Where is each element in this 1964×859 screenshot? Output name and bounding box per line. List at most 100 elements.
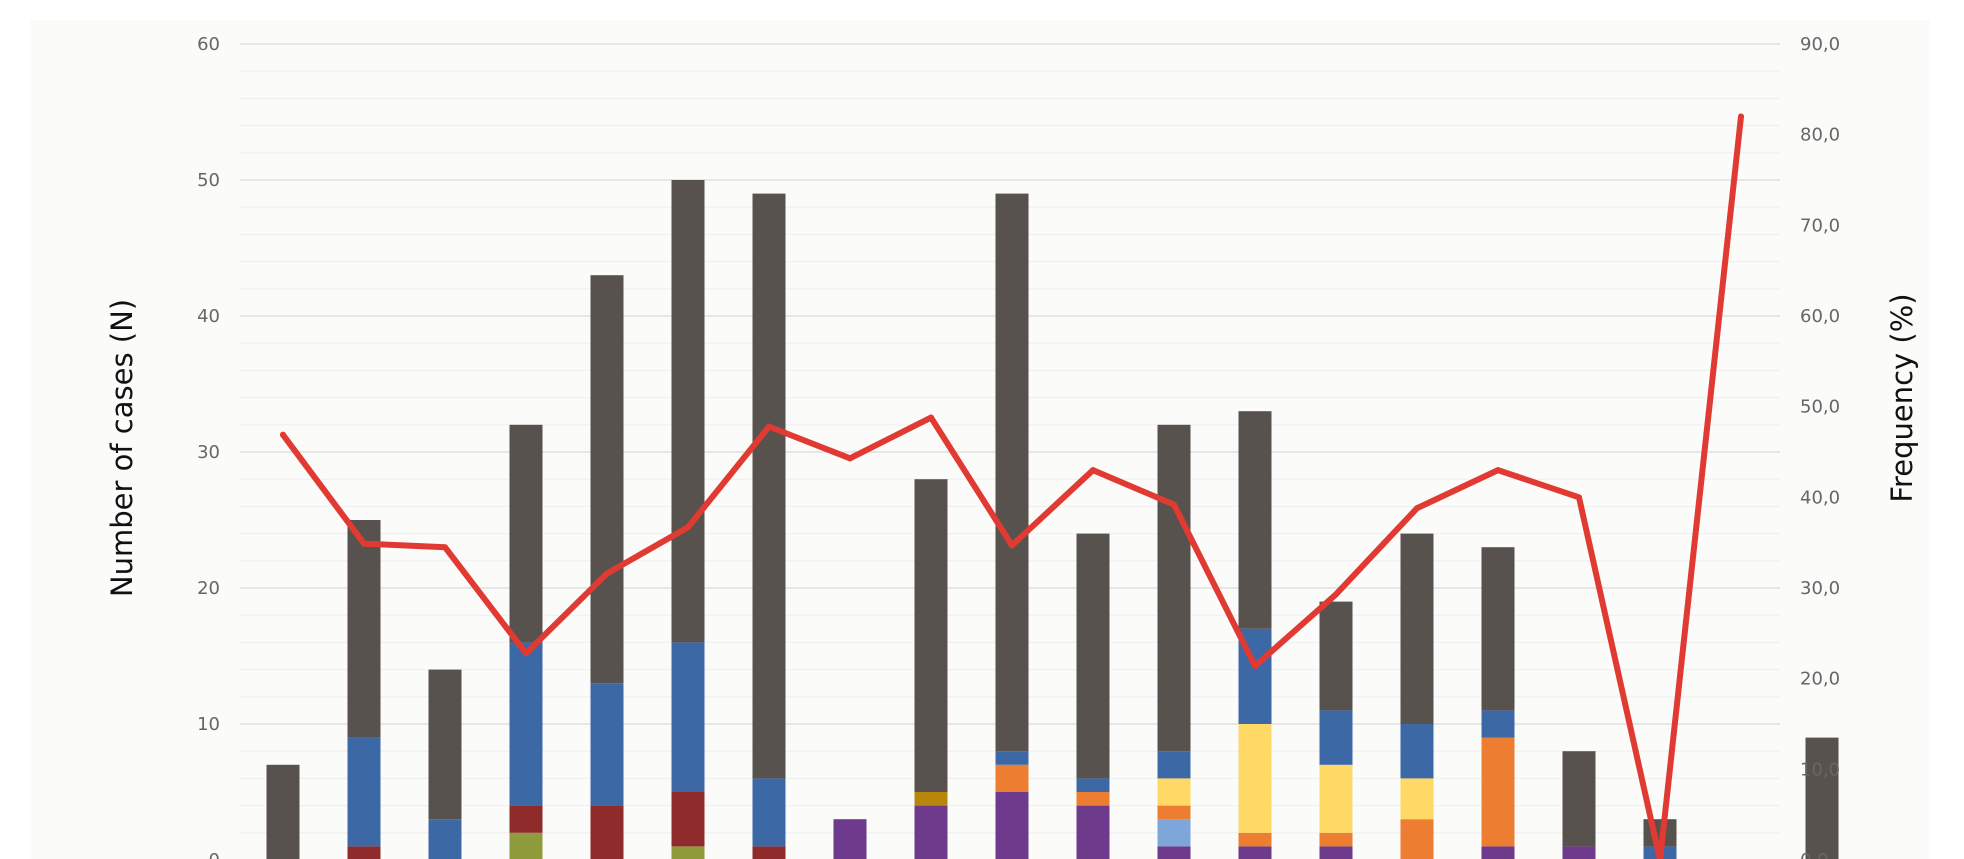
line-point: [1171, 501, 1177, 508]
bar-segment: [995, 764, 1029, 792]
bar-segment: [1238, 724, 1272, 833]
bar-segment: [1076, 792, 1110, 806]
bar-segment: [752, 778, 786, 847]
right-axis-tick-labels: 0,0 10,0 20,0 30,0 40,0 50,0 60,0 70,0 80,0 90,0: [1800, 34, 1840, 859]
bar-segment: [1805, 737, 1839, 859]
line-point: [523, 650, 529, 657]
right-tick-label: 90,0: [1800, 34, 1840, 55]
bar-segment: [1157, 846, 1191, 859]
line-point: [1090, 467, 1096, 474]
bar-segment: [1319, 764, 1353, 833]
left-tick-label: 0: [209, 850, 220, 859]
bar-segment: [1076, 778, 1110, 792]
bar-segment: [995, 751, 1029, 765]
line-point: [1252, 662, 1258, 669]
bar-segment: [1238, 832, 1272, 847]
stacked-bars: [266, 180, 1839, 859]
bar-segment: [1400, 724, 1434, 779]
line-point: [361, 540, 367, 547]
bar-segment: [752, 846, 786, 859]
bar-segment: [914, 805, 948, 859]
bar-segment: [1319, 710, 1353, 765]
bar-segment: [1238, 411, 1272, 629]
right-tick-label: 70,0: [1800, 215, 1840, 236]
bar-segment: [671, 642, 705, 792]
chart-background: [30, 20, 1930, 859]
bar-segment: [590, 683, 624, 806]
bar-segment: [914, 479, 948, 792]
right-axis-title: Frequency (%): [1885, 293, 1919, 502]
frequency-line: [280, 113, 1744, 859]
bar-segment: [671, 846, 705, 859]
right-tick-label: 80,0: [1800, 125, 1840, 146]
line-point: [1495, 467, 1501, 474]
bar-segment: [1562, 751, 1596, 847]
line-point: [442, 544, 448, 551]
line-point: [280, 431, 286, 438]
right-tick-label: 20,0: [1800, 669, 1840, 690]
bar-segment: [509, 805, 543, 833]
bar-segment: [1157, 805, 1191, 820]
left-tick-label: 20: [197, 578, 220, 599]
left-axis-tick-labels: 0 10 20 30 40 50 60: [197, 34, 220, 859]
bar-segment: [266, 764, 300, 859]
line-point: [1333, 591, 1339, 598]
left-axis-title: Number of cases (N): [105, 299, 139, 597]
bar-segment: [671, 180, 705, 643]
bar-segment: [1481, 846, 1515, 859]
right-tick-label: 50,0: [1800, 397, 1840, 418]
bar-segment: [1562, 846, 1596, 859]
bar-segment: [1319, 846, 1353, 859]
bar-segment: [914, 792, 948, 806]
bar-segment: [590, 805, 624, 859]
bar-segment: [590, 275, 624, 684]
bar-segment: [1400, 778, 1434, 820]
right-tick-label: 60,0: [1800, 306, 1840, 327]
bar-segment: [671, 792, 705, 847]
bar-segment: [995, 193, 1029, 752]
bar-segment: [995, 792, 1029, 859]
bar-segment: [428, 819, 462, 859]
line-point: [1576, 494, 1582, 501]
bar-segment: [347, 520, 381, 738]
bar-segment: [1157, 751, 1191, 779]
right-tick-label: 30,0: [1800, 578, 1840, 599]
left-tick-label: 40: [197, 306, 220, 327]
bar-segment: [509, 424, 543, 643]
line-point: [847, 455, 853, 462]
left-tick-label: 60: [197, 34, 220, 55]
bar-segment: [1319, 832, 1353, 847]
bar-segment: [347, 846, 381, 859]
bar-segment: [1400, 819, 1434, 859]
bar-segment: [1319, 601, 1353, 711]
bar-segment: [1481, 710, 1515, 738]
left-tick-label: 50: [197, 170, 220, 191]
line-point: [685, 524, 691, 531]
bar-segment: [347, 737, 381, 847]
bar-segment: [1481, 547, 1515, 711]
bar-segment: [509, 642, 543, 806]
line-point: [928, 414, 934, 421]
line-point: [766, 423, 772, 430]
line-point: [1009, 542, 1015, 549]
bar-segment: [752, 193, 786, 779]
bar-segment: [1076, 533, 1110, 779]
bar-segment: [428, 669, 462, 820]
bar-segment: [1481, 737, 1515, 847]
line-point: [1414, 505, 1420, 512]
right-tick-label: 40,0: [1800, 487, 1840, 508]
bar-segment: [1076, 805, 1110, 859]
bar-segment: [1157, 424, 1191, 752]
right-tick-label: 0,0: [1800, 850, 1829, 859]
bar-segment: [509, 832, 543, 859]
bar-segment: [1157, 778, 1191, 806]
bar-segment: [833, 819, 867, 859]
left-tick-label: 10: [197, 714, 220, 735]
bar-segment: [1400, 533, 1434, 724]
line-point: [1738, 113, 1744, 120]
left-tick-label: 30: [197, 442, 220, 463]
right-tick-label: 10,0: [1800, 759, 1840, 780]
bar-segment: [1238, 846, 1272, 859]
